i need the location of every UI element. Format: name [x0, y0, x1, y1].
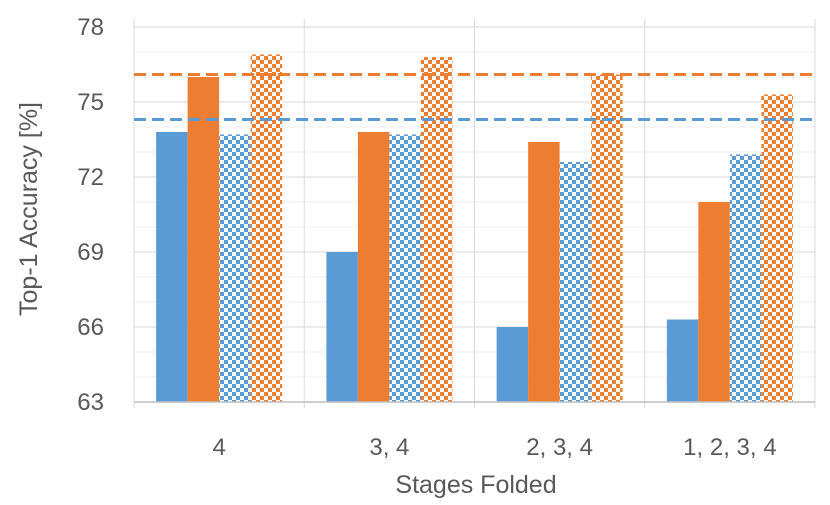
bar-series-1-cat-1 — [156, 132, 188, 402]
y-tick-label: 78 — [77, 14, 104, 41]
x-axis-title: Stages Folded — [395, 471, 556, 499]
x-tick-label: 4 — [212, 434, 225, 461]
bars — [156, 54, 793, 402]
x-tick-label: 3, 4 — [369, 434, 409, 461]
x-tick-label: 1, 2, 3, 4 — [683, 434, 776, 461]
bar-series-4-cat-3 — [591, 74, 623, 402]
bar-series-2-cat-2 — [357, 132, 390, 402]
y-tick-label: 63 — [77, 389, 104, 416]
y-tick-labels: 63 66 69 72 75 78 — [77, 14, 104, 416]
bar-series-4-cat-4 — [761, 94, 793, 402]
bar-series-3-cat-2 — [389, 134, 421, 402]
bar-series-2-cat-4 — [698, 202, 730, 402]
x-tick-label: 2, 3, 4 — [526, 434, 593, 461]
x-tick-labels: 4 3, 4 2, 3, 4 1, 2, 3, 4 — [212, 434, 776, 461]
bar-series-2-cat-1 — [187, 77, 220, 402]
y-tick-label: 75 — [77, 89, 104, 116]
y-axis-title: Top-1 Accuracy [%] — [15, 102, 43, 316]
reference-lines — [134, 73, 815, 121]
bar-series-1-cat-4 — [666, 319, 699, 402]
bar-series-3-cat-1 — [219, 134, 251, 402]
y-tick-label: 66 — [77, 314, 104, 341]
bar-series-4-cat-2 — [420, 57, 453, 402]
y-tick-label: 69 — [77, 239, 104, 266]
bar-series-4-cat-1 — [250, 54, 283, 402]
bar-series-1-cat-2 — [326, 252, 358, 402]
bar-series-3-cat-4 — [729, 154, 762, 402]
bar-series-1-cat-3 — [496, 327, 529, 402]
bar-series-3-cat-3 — [559, 162, 592, 402]
y-tick-label: 72 — [77, 164, 104, 191]
bar-series-2-cat-3 — [528, 142, 560, 402]
